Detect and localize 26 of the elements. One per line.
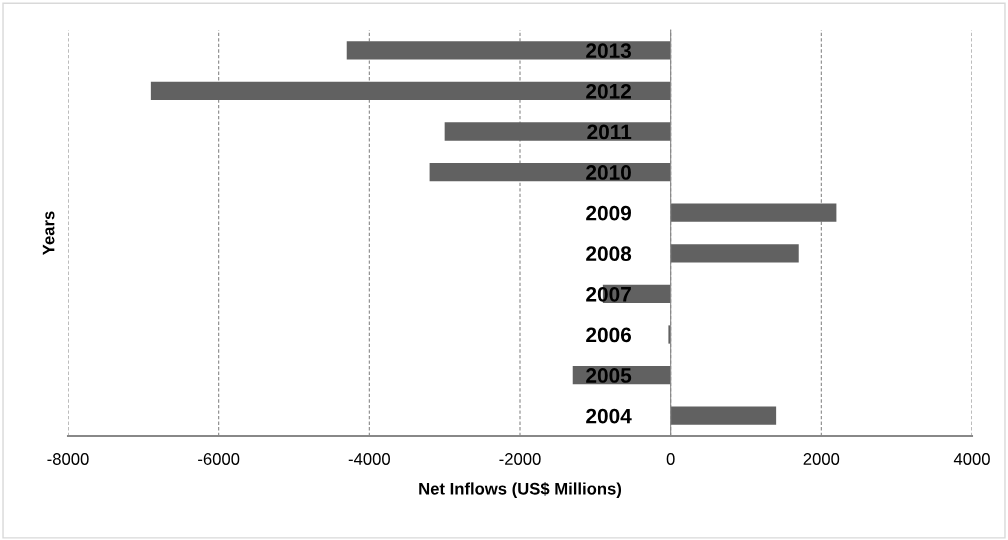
bar <box>668 325 671 344</box>
y-tick-label: 2004 <box>586 408 632 424</box>
y-tick-label: 2011 <box>587 124 632 140</box>
bar <box>670 203 837 222</box>
x-tick-label: 4000 <box>953 453 990 465</box>
bar <box>444 122 671 141</box>
x-tick-label: -6000 <box>198 453 240 465</box>
x-tick-label: -8000 <box>47 453 89 465</box>
x-tick-label: 2000 <box>803 453 840 465</box>
y-tick-label: 2013 <box>586 43 632 59</box>
bar <box>150 81 671 101</box>
bar <box>346 41 671 60</box>
bar <box>429 162 671 182</box>
y-tick-label: 2005 <box>586 368 632 383</box>
y-tick-label: 2009 <box>586 205 632 221</box>
x-axis-title: Net Inflows (US$ Millions) <box>419 482 622 498</box>
bar <box>670 244 799 263</box>
x-tick-label: -2000 <box>499 453 541 465</box>
bar <box>670 406 777 425</box>
y-tick-label: 2012 <box>586 83 631 99</box>
x-tick-label: -4000 <box>348 453 390 465</box>
y-tick-label: 2010 <box>586 165 631 180</box>
y-tick-label: 2008 <box>586 246 632 262</box>
y-tick-label: 2006 <box>586 327 632 343</box>
x-tick-label: 0 <box>666 453 675 465</box>
y-axis-title: Years <box>42 211 55 255</box>
